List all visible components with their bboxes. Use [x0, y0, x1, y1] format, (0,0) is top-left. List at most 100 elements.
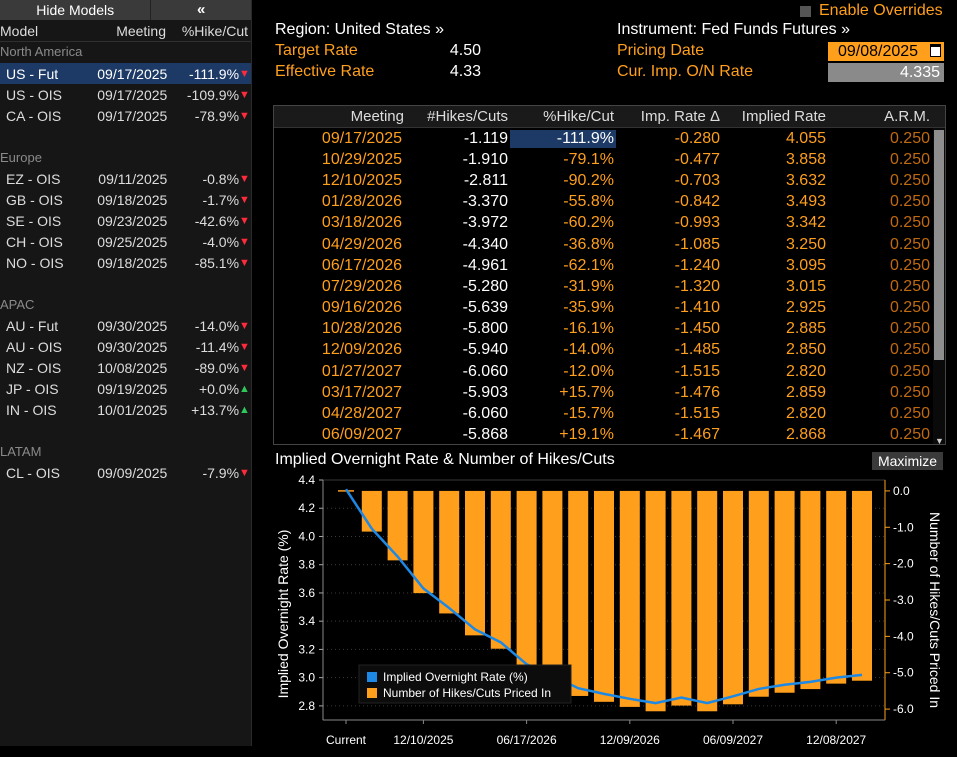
- hikes-cuts-cell: -1.119: [463, 129, 508, 147]
- target-rate-label: Target Rate: [275, 42, 358, 59]
- bar: [852, 490, 872, 681]
- table-row[interactable]: 04/29/2026 -4.340 -36.8% -1.085 3.250 0.250: [274, 234, 945, 255]
- pct-hike-cut-cell: -12.0%: [563, 362, 614, 380]
- arm-cell: 0.250: [889, 235, 930, 253]
- model-row[interactable]: JP - OIS 09/19/2025 +0.0% ▲: [0, 378, 251, 399]
- instrument-selector[interactable]: Instrument: Fed Funds Futures »: [617, 21, 850, 38]
- bar: [516, 490, 537, 672]
- maximize-button[interactable]: Maximize: [872, 452, 943, 470]
- hide-models-button[interactable]: Hide Models: [0, 0, 152, 20]
- table-row[interactable]: 01/28/2026 -3.370 -55.8% -0.842 3.493 0.250: [274, 192, 945, 213]
- enable-overrides-toggle[interactable]: Enable Overrides: [800, 2, 943, 20]
- hikes-cuts-cell: -5.800: [462, 320, 508, 338]
- implied-rate-cell: 3.015: [785, 277, 826, 295]
- table-row[interactable]: 03/17/2027 -5.903 +15.7% -1.476 2.859 0.250: [274, 382, 945, 403]
- pricing-date-value[interactable]: 09/08/2025: [838, 43, 919, 60]
- arm-cell: 0.250: [889, 320, 930, 338]
- pct-hike-cut-cell: -79.1%: [563, 150, 614, 168]
- table-row[interactable]: 06/17/2026 -4.961 -62.1% -1.240 3.095 0.250: [274, 255, 945, 276]
- model-row[interactable]: AU - OIS 09/30/2025 -11.4% ▼: [0, 336, 251, 357]
- model-meeting: 09/30/2025: [97, 338, 168, 355]
- model-row[interactable]: IN - OIS 10/01/2025 +13.7% ▲: [0, 399, 251, 420]
- left-tick-label: 3.0: [298, 671, 315, 685]
- meeting-column-header[interactable]: Meeting: [116, 22, 166, 39]
- collapse-panel-icon[interactable]: «: [151, 0, 251, 20]
- model-pct: -109.9%: [186, 86, 240, 103]
- table-row[interactable]: 04/28/2027 -6.060 -15.7% -1.515 2.820 0.250: [274, 403, 945, 424]
- arm-cell: 0.250: [889, 341, 930, 359]
- model-row[interactable]: CL - OIS 09/09/2025 -7.9% ▼: [0, 462, 251, 483]
- calendar-icon[interactable]: [930, 44, 941, 57]
- meeting-cell: 12/09/2026: [321, 341, 402, 359]
- model-meeting: 09/17/2025: [97, 65, 168, 82]
- model-row[interactable]: GB - OIS 09/18/2025 -1.7% ▼: [0, 189, 251, 210]
- model-row[interactable]: SE - OIS 09/23/2025 -42.6% ▼: [0, 210, 251, 231]
- hike-cut-column-header[interactable]: %Hike/Cut: [181, 22, 248, 39]
- model-pct: -4.0%: [202, 233, 240, 250]
- right-tick-label: 0.0: [893, 484, 910, 498]
- model-pct: -85.1%: [194, 254, 240, 271]
- on-rate-label: Cur. Imp. O/N Rate: [617, 63, 754, 80]
- model-row[interactable]: NO - OIS 09/18/2025 -85.1% ▼: [0, 252, 251, 273]
- bar: [619, 490, 640, 707]
- hikes-cuts-cell: -4.340: [462, 235, 508, 253]
- table-row[interactable]: 07/29/2026 -5.280 -31.9% -1.320 3.015 0.250: [274, 276, 945, 297]
- right-tick-label: -6.0: [893, 702, 914, 716]
- table-row[interactable]: 09/17/2025 -1.119 -111.9% -0.280 4.055 0.250: [274, 128, 945, 149]
- table-row[interactable]: 10/29/2025 -1.910 -79.1% -0.477 3.858 0.250: [274, 149, 945, 170]
- checkbox-icon[interactable]: [800, 5, 811, 17]
- hikes-cuts-column-header[interactable]: #Hikes/Cuts: [427, 108, 508, 125]
- region-selector[interactable]: Region: United States »: [275, 21, 444, 38]
- hikes-cuts-cell: -4.961: [462, 256, 508, 274]
- imp-rate-delta-cell: -1.450: [674, 320, 720, 338]
- model-row[interactable]: AU - Fut 09/30/2025 -14.0% ▼: [0, 315, 251, 336]
- table-scrollbar[interactable]: ▼: [933, 128, 945, 445]
- model-row[interactable]: EZ - OIS 09/11/2025 -0.8% ▼: [0, 168, 251, 189]
- meeting-column-header[interactable]: Meeting: [350, 108, 404, 125]
- model-row[interactable]: US - OIS 09/17/2025 -109.9% ▼: [0, 84, 251, 105]
- table-row[interactable]: 03/18/2026 -3.972 -60.2% -0.993 3.342 0.250: [274, 213, 945, 234]
- model-row[interactable]: CH - OIS 09/25/2025 -4.0% ▼: [0, 231, 251, 252]
- pricing-date-field[interactable]: 09/08/2025: [828, 42, 944, 61]
- pct-hike-cut-cell: -90.2%: [563, 171, 614, 189]
- down-triangle-icon: ▼: [239, 88, 250, 101]
- table-row[interactable]: 01/27/2027 -6.060 -12.0% -1.515 2.820 0.250: [274, 361, 945, 382]
- effective-rate-label: Effective Rate: [275, 63, 375, 80]
- models-panel: Hide Models « Model Meeting %Hike/Cut No…: [0, 0, 252, 746]
- x-tick-label: 06/09/2027: [703, 733, 763, 747]
- meeting-cell: 07/29/2026: [321, 277, 402, 295]
- model-row[interactable]: US - Fut 09/17/2025 -111.9% ▼: [0, 63, 251, 84]
- model-column-header[interactable]: Model: [0, 22, 39, 39]
- implied-rate-cell: 2.820: [785, 405, 826, 423]
- model-name: NO - OIS: [6, 254, 64, 271]
- arm-cell: 0.250: [889, 362, 930, 380]
- bar: [413, 490, 434, 594]
- meetings-table: Meeting #Hikes/Cuts %Hike/Cut Imp. Rate …: [273, 105, 946, 445]
- model-name: NZ - OIS: [6, 359, 62, 376]
- scrollbar-thumb[interactable]: [934, 130, 944, 360]
- down-triangle-icon: ▼: [239, 256, 250, 269]
- down-triangle-icon: ▼: [239, 235, 250, 248]
- table-row[interactable]: 10/28/2026 -5.800 -16.1% -1.450 2.885 0.250: [274, 319, 945, 340]
- table-row[interactable]: 06/09/2027 -5.868 +19.1% -1.467 2.868 0.250: [274, 425, 945, 444]
- table-row[interactable]: 12/10/2025 -2.811 -90.2% -0.703 3.632 0.250: [274, 170, 945, 191]
- arm-cell: 0.250: [889, 256, 930, 274]
- bar: [800, 490, 821, 690]
- down-triangle-icon: ▼: [239, 67, 250, 80]
- table-row[interactable]: 12/09/2026 -5.940 -14.0% -1.485 2.850 0.250: [274, 340, 945, 361]
- imp-rate-delta-cell: -1.476: [674, 383, 720, 401]
- model-meeting: 09/09/2025: [97, 464, 168, 481]
- arm-column-header[interactable]: A.R.M.: [884, 108, 930, 125]
- imp-rate-delta-column-header[interactable]: Imp. Rate Δ: [640, 108, 720, 125]
- implied-rate-cell: 2.868: [785, 426, 826, 444]
- table-row[interactable]: 09/16/2026 -5.639 -35.9% -1.410 2.925 0.250: [274, 298, 945, 319]
- on-rate-field: 4.335: [828, 63, 944, 82]
- group-label: Europe: [0, 150, 42, 165]
- model-row[interactable]: NZ - OIS 10/08/2025 -89.0% ▼: [0, 357, 251, 378]
- imp-rate-delta-cell: -1.085: [674, 235, 720, 253]
- model-row[interactable]: CA - OIS 09/17/2025 -78.9% ▼: [0, 105, 251, 126]
- scroll-down-icon[interactable]: ▼: [935, 436, 944, 445]
- pct-hike-cut-column-header[interactable]: %Hike/Cut: [543, 108, 614, 125]
- implied-rate-column-header[interactable]: Implied Rate: [741, 108, 826, 125]
- implied-rate-cell: 2.820: [785, 362, 826, 380]
